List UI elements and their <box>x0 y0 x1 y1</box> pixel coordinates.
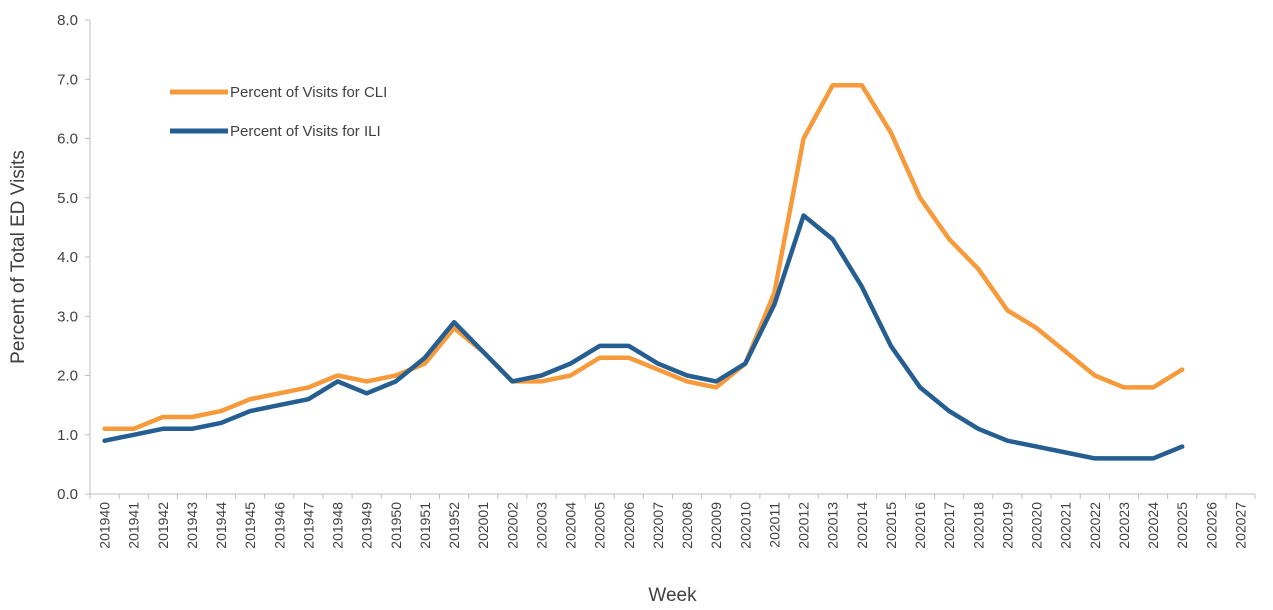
x-tick-label: 202001 <box>475 502 491 549</box>
x-tick-label: 201947 <box>300 502 316 549</box>
x-tick-label: 202015 <box>883 502 899 549</box>
x-tick-label: 202023 <box>1116 502 1132 549</box>
legend-label-cli: Percent of Visits for CLI <box>230 84 387 101</box>
x-tick-label: 202007 <box>650 502 666 549</box>
x-tick-label: 202027 <box>1232 502 1248 549</box>
x-tick-label: 201941 <box>126 502 142 549</box>
x-tick-label: 202014 <box>854 502 870 549</box>
legend: Percent of Visits for CLI Percent of Vis… <box>170 84 387 140</box>
x-tick-label: 202011 <box>766 502 782 548</box>
x-tick-label: 202026 <box>1203 502 1219 549</box>
x-tick-label: 201950 <box>388 502 404 549</box>
x-axis-title: Week <box>648 585 697 606</box>
y-tick-label: 3.0 <box>57 308 78 325</box>
series-line-ili <box>102 213 1185 461</box>
y-tick-label: 8.0 <box>57 12 78 29</box>
x-tick-label: 202025 <box>1174 502 1190 549</box>
x-tick-label: 202008 <box>679 502 695 549</box>
x-tick-label: 202024 <box>1145 502 1161 549</box>
x-tick-label: 202003 <box>533 502 549 549</box>
x-tick-label: 202013 <box>825 502 841 549</box>
y-tick-label: 2.0 <box>57 368 78 385</box>
x-tick-label: 201943 <box>184 502 200 549</box>
x-tick-label: 201949 <box>359 502 375 549</box>
y-tick-label: 1.0 <box>57 427 78 444</box>
y-tick-label: 0.0 <box>57 486 78 503</box>
x-tick-label: 202021 <box>1058 502 1074 549</box>
x-tick-label: 202022 <box>1087 502 1103 549</box>
series-layer <box>102 82 1185 461</box>
x-axis-ticks: 201940 201941 201942 201943 201944 201945 2019… <box>89 494 1256 549</box>
x-tick-label: 202002 <box>504 502 520 549</box>
x-tick-label: 202010 <box>737 502 753 549</box>
x-tick-label: 201945 <box>242 502 258 549</box>
x-tick-label: 201951 <box>417 502 433 549</box>
x-tick-label: 201946 <box>271 502 287 549</box>
x-tick-label: 202016 <box>912 502 928 549</box>
x-tick-label: 202012 <box>796 502 812 549</box>
x-tick-label: 201944 <box>213 502 229 549</box>
legend-label-ili: Percent of Visits for ILI <box>230 123 381 140</box>
y-tick-label: 6.0 <box>57 131 78 148</box>
x-tick-label: 202004 <box>563 502 579 549</box>
y-tick-label: 5.0 <box>57 190 78 207</box>
x-tick-label: 202018 <box>970 502 986 549</box>
x-tick-label: 201952 <box>446 502 462 549</box>
x-tick-label: 201940 <box>97 502 113 549</box>
y-axis-title: Percent of Total ED Visits <box>8 150 29 364</box>
y-tick-label: 4.0 <box>57 249 78 266</box>
x-tick-label: 202020 <box>1029 502 1045 549</box>
x-tick-label: 202005 <box>592 502 608 549</box>
y-axis-ticks: 0.0 1.0 2.0 3.0 4.0 5.0 6.0 7.0 8.0 <box>57 12 90 503</box>
x-tick-label: 202019 <box>999 502 1015 549</box>
x-tick-label: 201948 <box>330 502 346 549</box>
x-tick-label: 202006 <box>621 502 637 549</box>
x-tick-label: 202017 <box>941 502 957 549</box>
series-line-cli <box>102 82 1185 432</box>
y-tick-label: 7.0 <box>57 71 78 88</box>
x-tick-label: 201942 <box>155 502 171 549</box>
x-tick-label: 202009 <box>708 502 724 549</box>
